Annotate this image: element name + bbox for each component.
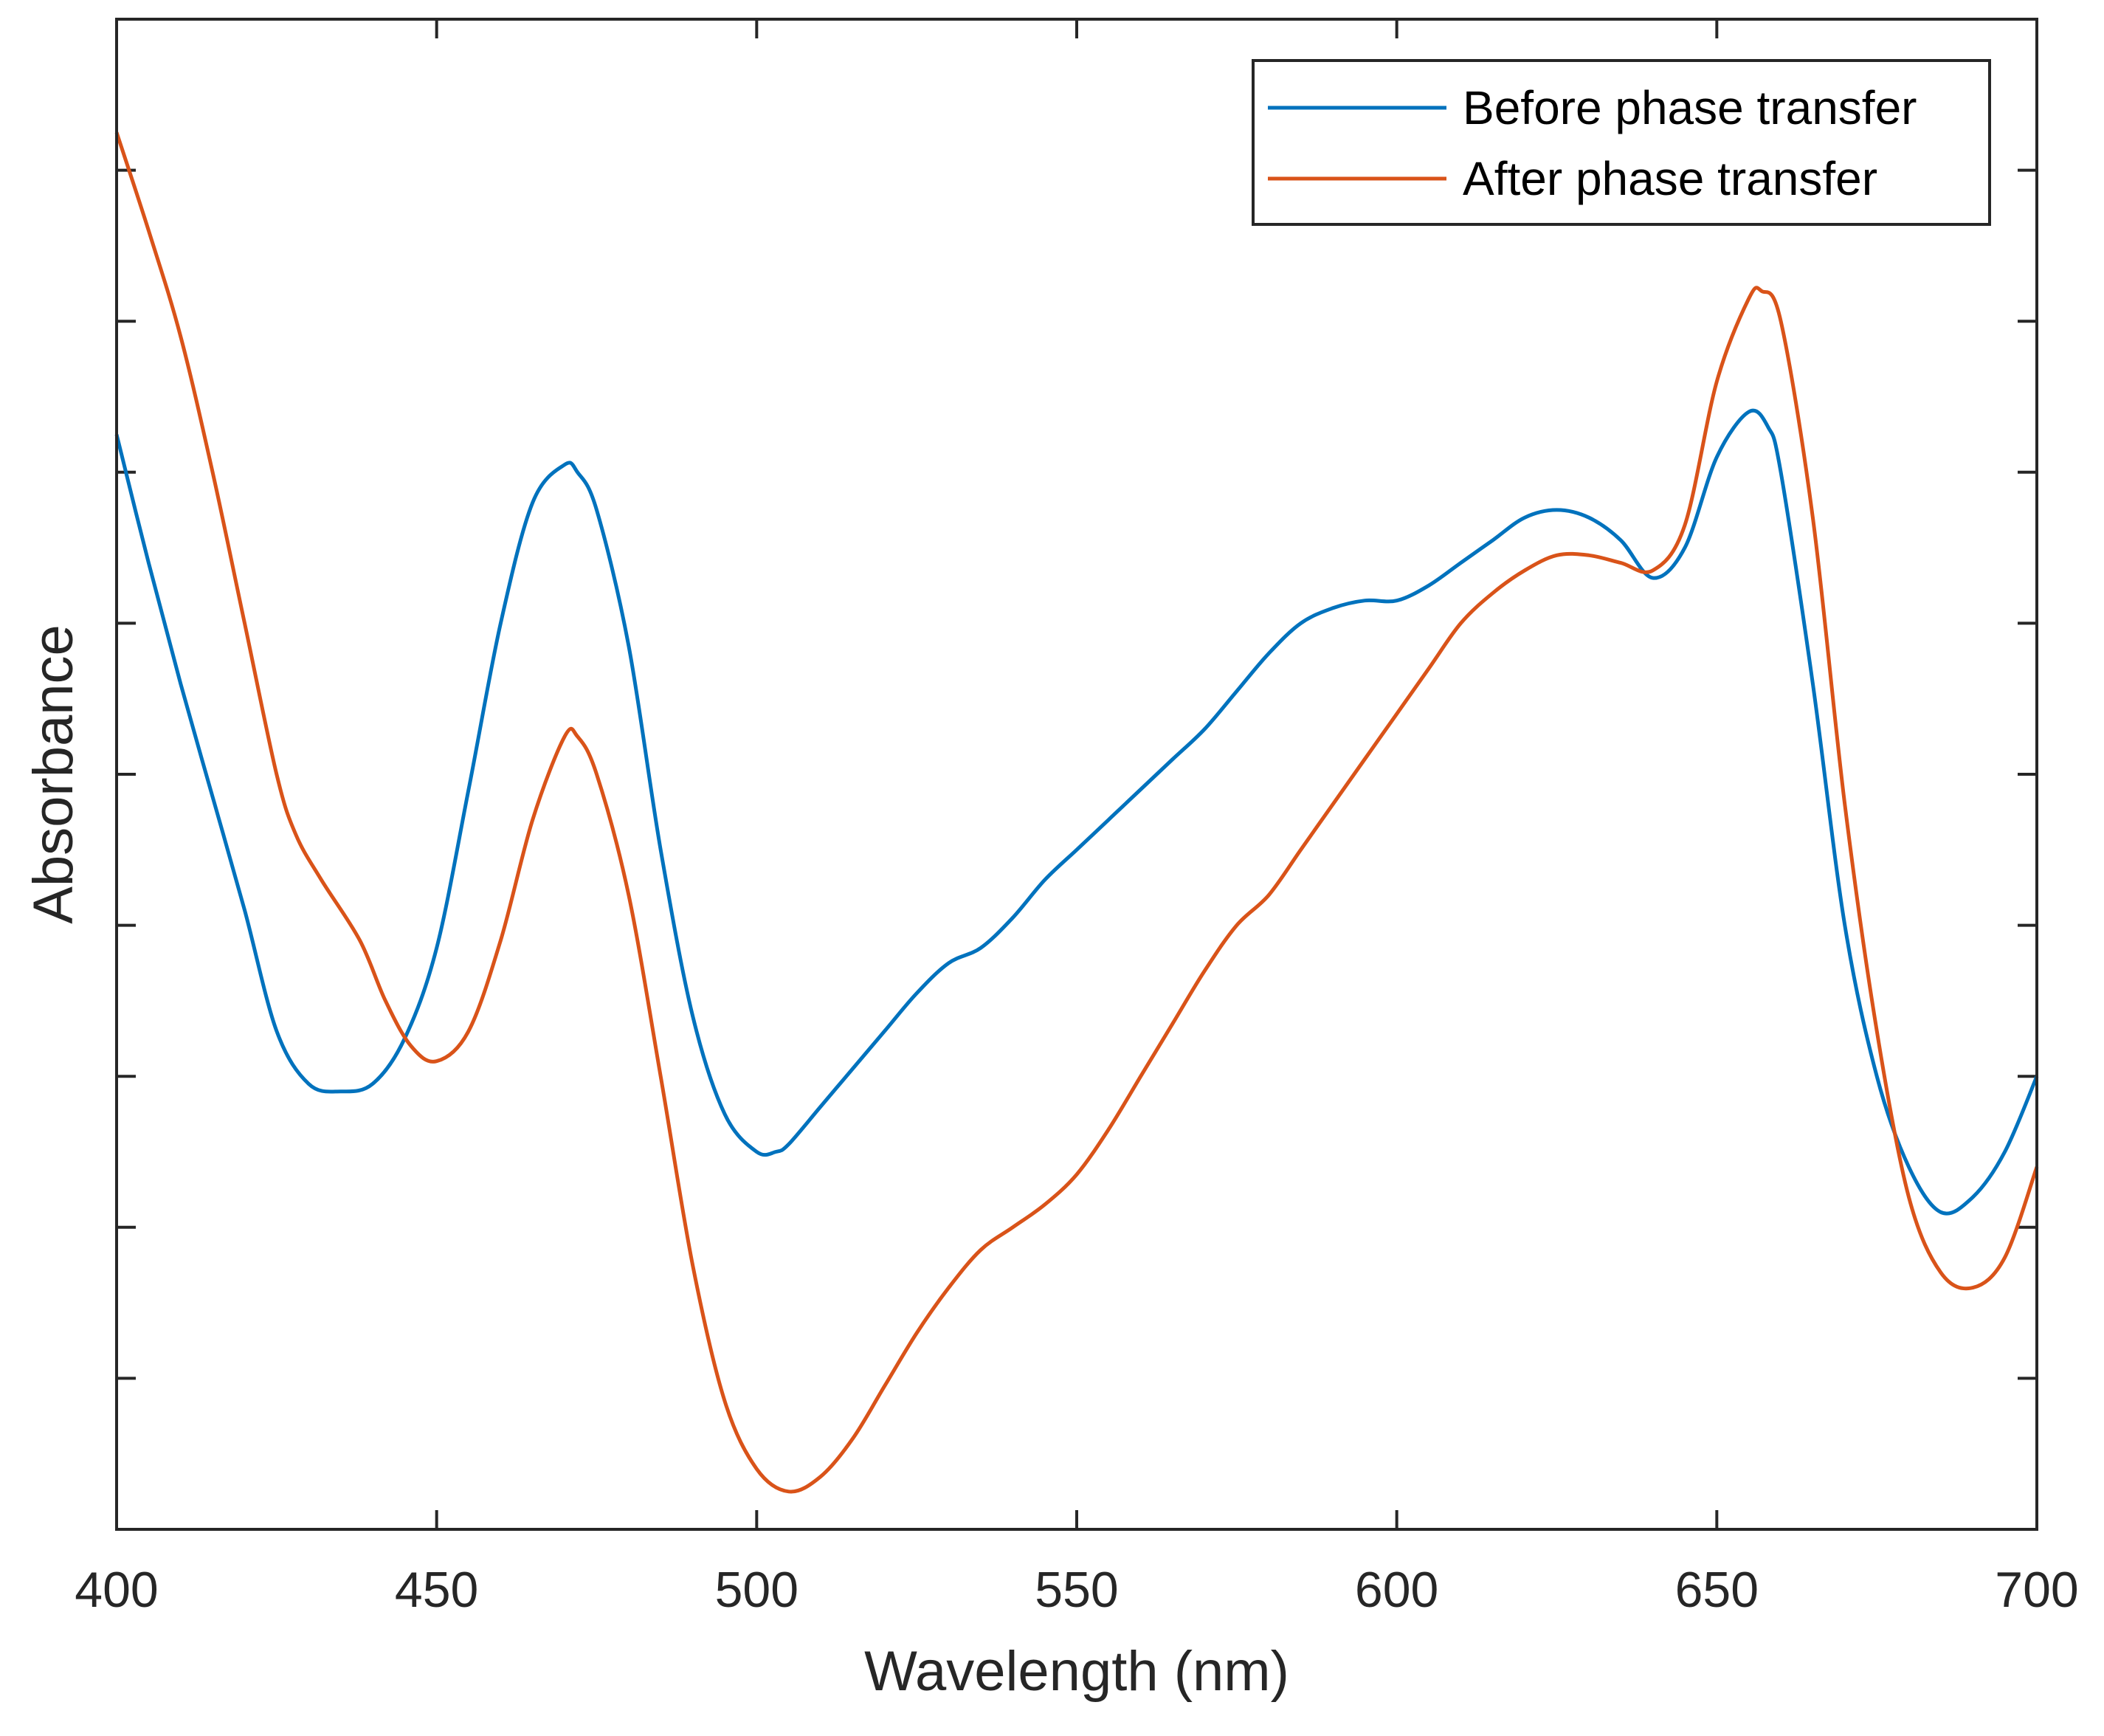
x-tick-label: 700 [1995, 1562, 2078, 1618]
legend-label-before: Before phase transfer [1463, 81, 1917, 134]
series-line-after [114, 131, 2039, 1494]
series-line-before [114, 408, 2039, 1216]
x-tick-label: 550 [1035, 1562, 1118, 1618]
x-tick-label: 600 [1355, 1562, 1438, 1618]
series-lines [114, 131, 2039, 1494]
tick-marks [115, 19, 2038, 1529]
legend-box [1252, 59, 1991, 226]
plot-area-frame [115, 18, 2038, 1531]
x-tick-labels: 400 450 500 550 600 650 700 [75, 1562, 2078, 1618]
x-tick-label: 450 [395, 1562, 478, 1618]
x-tick-label: 400 [75, 1562, 158, 1618]
x-axis-title: Wavelength (nm) [864, 1640, 1289, 1703]
x-tick-label: 650 [1675, 1562, 1759, 1618]
legend: Before phase transfer After phase transf… [1252, 59, 1991, 226]
x-tick-label: 500 [715, 1562, 799, 1618]
y-axis-title: Absorbance [22, 624, 85, 924]
legend-label-after: After phase transfer [1463, 152, 1877, 205]
